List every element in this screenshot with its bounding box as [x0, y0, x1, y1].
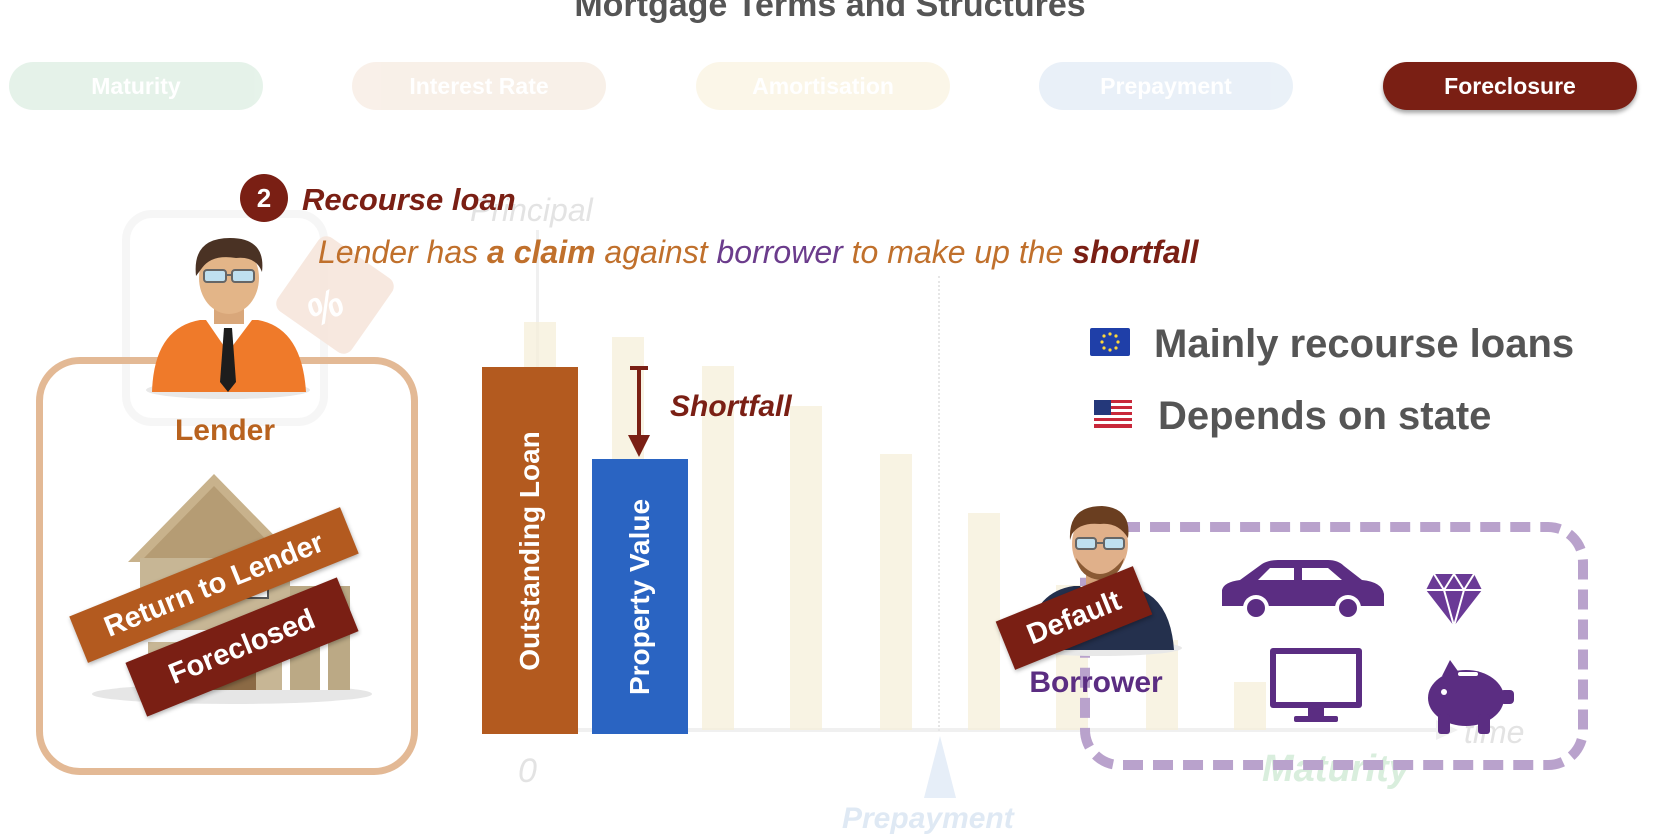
sentence-part: Lender has	[318, 234, 488, 270]
sentence-shortfall: shortfall	[1072, 234, 1199, 270]
monitor-icon	[1270, 648, 1362, 722]
ghost-bar	[1146, 640, 1178, 730]
ghost-principal-label: Principal	[470, 192, 593, 228]
tab-foreclosure[interactable]: Foreclosure	[1383, 62, 1637, 110]
us-flag-icon	[1094, 400, 1132, 428]
outstanding-loan-bar: Outstanding Loan	[482, 367, 578, 734]
ghost-prepayment-label: Prepayment	[842, 802, 1014, 835]
car-icon	[1222, 560, 1384, 621]
sentence-borrower: borrower	[716, 234, 843, 270]
step-number-badge: 2	[240, 174, 288, 222]
outstanding-loan-label: Outstanding Loan	[514, 430, 545, 671]
tab-maturity[interactable]: Maturity	[9, 62, 263, 110]
diamond-icon	[1426, 572, 1482, 628]
shortfall-label: Shortfall	[670, 390, 792, 423]
ghost-bar	[968, 513, 1000, 730]
ghost-prepayment-marker-icon	[924, 736, 956, 798]
shortfall-arrow-icon	[628, 366, 650, 457]
claim-sentence: Lender has a claim against borrower to m…	[318, 234, 1198, 271]
us-note: Depends on state	[1158, 394, 1492, 438]
eu-note: Mainly recourse loans	[1154, 322, 1575, 366]
ghost-maturity-line	[938, 276, 940, 731]
ghost-bar	[880, 454, 912, 730]
tab-label: Maturity	[91, 72, 181, 99]
piggy-bank-icon	[1428, 660, 1514, 734]
ghost-zero-label: 0	[518, 752, 537, 790]
tab-prepayment[interactable]: Prepayment	[1039, 62, 1293, 110]
tab-label: Foreclosure	[1444, 72, 1576, 99]
section-heading: Recourse loan	[302, 182, 516, 217]
borrower-label: Borrower	[1029, 666, 1163, 699]
lender-label: Lender	[174, 414, 276, 447]
ghost-x-axis	[536, 728, 1436, 732]
sentence-part: against	[595, 234, 717, 270]
tab-interest-rate[interactable]: Interest Rate	[352, 62, 606, 110]
tab-label: Amortisation	[752, 72, 894, 99]
lender-avatar-icon	[146, 238, 310, 399]
tab-label: Prepayment	[1100, 72, 1232, 99]
property-value-label: Property Value	[624, 498, 655, 695]
sentence-part: to make up the	[842, 234, 1073, 270]
ghost-bar	[702, 366, 734, 730]
ghost-bar	[790, 406, 822, 730]
property-value-bar: Property Value	[592, 459, 688, 734]
tab-amortisation[interactable]: Amortisation	[696, 62, 950, 110]
ghost-bar	[1234, 682, 1266, 730]
sentence-claim: a claim	[487, 234, 596, 270]
page-title: Mortgage Terms and Structures	[574, 0, 1086, 24]
tab-label: Interest Rate	[409, 72, 549, 99]
eu-flag-icon	[1090, 328, 1130, 356]
